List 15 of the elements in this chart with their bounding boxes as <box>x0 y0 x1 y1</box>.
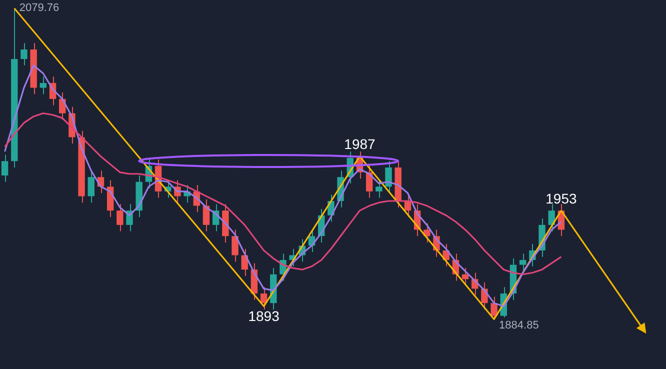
annotation: 1953 <box>546 190 577 206</box>
candlestick <box>519 253 526 272</box>
candlestick <box>424 222 430 243</box>
candlestick <box>88 170 94 204</box>
annotation: 1893 <box>248 308 280 324</box>
candlestick <box>376 180 382 198</box>
candlestick <box>40 76 47 95</box>
candlestick <box>385 160 392 194</box>
annotation: 2079.76 <box>19 2 60 14</box>
candlestick <box>116 204 124 232</box>
candlestick <box>20 42 28 66</box>
candlestick <box>232 229 238 262</box>
annotation: 1987 <box>344 136 376 152</box>
text: 1884.85 <box>499 319 539 332</box>
candlestick <box>1 154 8 182</box>
